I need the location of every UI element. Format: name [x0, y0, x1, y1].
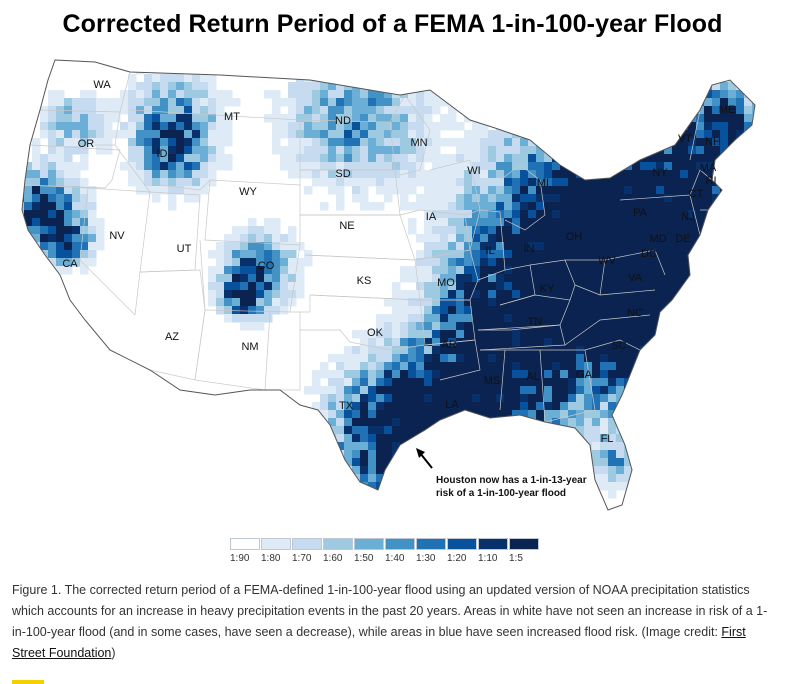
state-label-sd: SD	[335, 168, 350, 180]
state-label-ca: CA	[62, 258, 78, 270]
state-label-in: IN	[524, 243, 535, 255]
legend-swatch	[416, 538, 446, 550]
state-label-oh: OH	[566, 231, 583, 243]
state-label-vt: VT	[678, 133, 692, 145]
state-label-ne: NE	[339, 220, 354, 232]
state-label-ut: UT	[177, 243, 192, 255]
state-label-ga: GA	[576, 369, 593, 381]
legend-swatch	[323, 538, 353, 550]
legend-label: 1:10	[478, 553, 498, 564]
state-label-la: LA	[445, 399, 459, 411]
flood-risk-map: WA OR CA NV ID MT WY UT AZ CO NM ND SD NE KS OK TX MN IA MO…	[0, 50, 785, 530]
state-label-pa: PA	[633, 207, 648, 219]
legend-color-bar	[230, 538, 540, 550]
state-label-nc: NC	[627, 307, 643, 319]
image-credit-link[interactable]: First Street Foundation	[12, 625, 746, 660]
state-label-mt: MT	[224, 111, 240, 123]
state-label-id: ID	[157, 148, 168, 160]
state-label-ia: IA	[426, 211, 437, 223]
state-label-me: ME	[719, 104, 736, 116]
legend-label: 1:70	[292, 553, 312, 564]
legend-swatch	[509, 538, 539, 550]
state-label-nj: NJ	[681, 211, 694, 223]
legend-label: 1:80	[261, 553, 281, 564]
legend: 1:90 1:80 1:70 1:60 1:50 1:40 1:30 1:20 1:10 1:5	[230, 538, 540, 564]
legend-swatch	[230, 538, 260, 550]
state-label-tn: TN	[528, 316, 543, 328]
state-label-md: MD	[649, 233, 666, 245]
state-label-az: AZ	[165, 331, 179, 343]
state-label-wy: WY	[239, 186, 257, 198]
legend-swatch	[385, 538, 415, 550]
state-label-il: IL	[485, 245, 494, 257]
legend-label: 1:5	[509, 553, 523, 564]
state-label-ms: MS	[484, 375, 501, 387]
accent-bar	[12, 680, 44, 684]
state-label-ar: AR	[441, 339, 456, 351]
state-label-mo: MO	[437, 277, 455, 289]
state-label-nd: ND	[335, 115, 351, 127]
state-label-ky: KY	[540, 283, 555, 295]
state-label-nm: NM	[241, 341, 258, 353]
legend-swatch	[478, 538, 508, 550]
page-title: Corrected Return Period of a FEMA 1-in-1…	[62, 10, 723, 38]
state-label-mi: MI	[537, 177, 549, 189]
state-label-co: CO	[258, 260, 275, 272]
legend-label: 1:30	[416, 553, 436, 564]
us-outline	[21, 59, 756, 511]
state-label-sc: SC	[611, 340, 626, 352]
state-label-ks: KS	[357, 275, 372, 287]
state-label-al: AL	[526, 371, 539, 383]
state-label-ct: CT	[689, 188, 704, 200]
state-label-wi: WI	[467, 165, 480, 177]
state-label-nh: NH	[705, 136, 721, 148]
state-label-tx: TX	[339, 400, 354, 412]
figure-caption: Figure 1. The corrected return period of…	[12, 580, 772, 664]
legend-label: 1:90	[230, 553, 250, 564]
annotation-line-2: risk of a 1-in-100-year flood	[436, 488, 566, 499]
state-label-ny: NY	[652, 167, 668, 179]
legend-swatch	[447, 538, 477, 550]
legend-swatch	[292, 538, 322, 550]
state-label-ma: MA	[700, 162, 717, 174]
state-label-de: DE	[675, 233, 690, 245]
legend-label: 1:40	[385, 553, 405, 564]
state-label-mn: MN	[410, 137, 427, 149]
state-label-ri: RI	[706, 175, 717, 187]
state-label-wa: WA	[93, 79, 111, 91]
legend-labels: 1:90 1:80 1:70 1:60 1:50 1:40 1:30 1:20 1:10 1:5	[230, 553, 540, 564]
state-label-va: VA	[628, 272, 643, 284]
state-label-wv: WV	[598, 255, 616, 267]
state-label-or: OR	[78, 138, 95, 150]
state-label-dc: DC	[641, 248, 657, 260]
annotation-arrowhead	[416, 448, 425, 458]
caption-text: Figure 1. The corrected return period of…	[12, 583, 768, 639]
annotation-line-1: Houston now has a 1-in-13-year	[436, 475, 587, 486]
annotation-arrow	[419, 452, 433, 469]
us-map: WA OR CA NV ID MT WY UT AZ CO NM ND SD NE KS OK TX MN IA MO…	[21, 59, 756, 511]
legend-swatch	[261, 538, 291, 550]
state-label-ok: OK	[367, 327, 384, 339]
legend-swatch	[354, 538, 384, 550]
state-label-nv: NV	[109, 230, 125, 242]
state-labels: WA OR CA NV ID MT WY UT AZ CO NM ND SD NE KS OK TX MN IA MO…	[62, 79, 735, 445]
legend-label: 1:60	[323, 553, 343, 564]
caption-end: )	[111, 646, 116, 660]
legend-label: 1:50	[354, 553, 374, 564]
legend-label: 1:20	[447, 553, 467, 564]
state-label-fl: FL	[601, 433, 614, 445]
